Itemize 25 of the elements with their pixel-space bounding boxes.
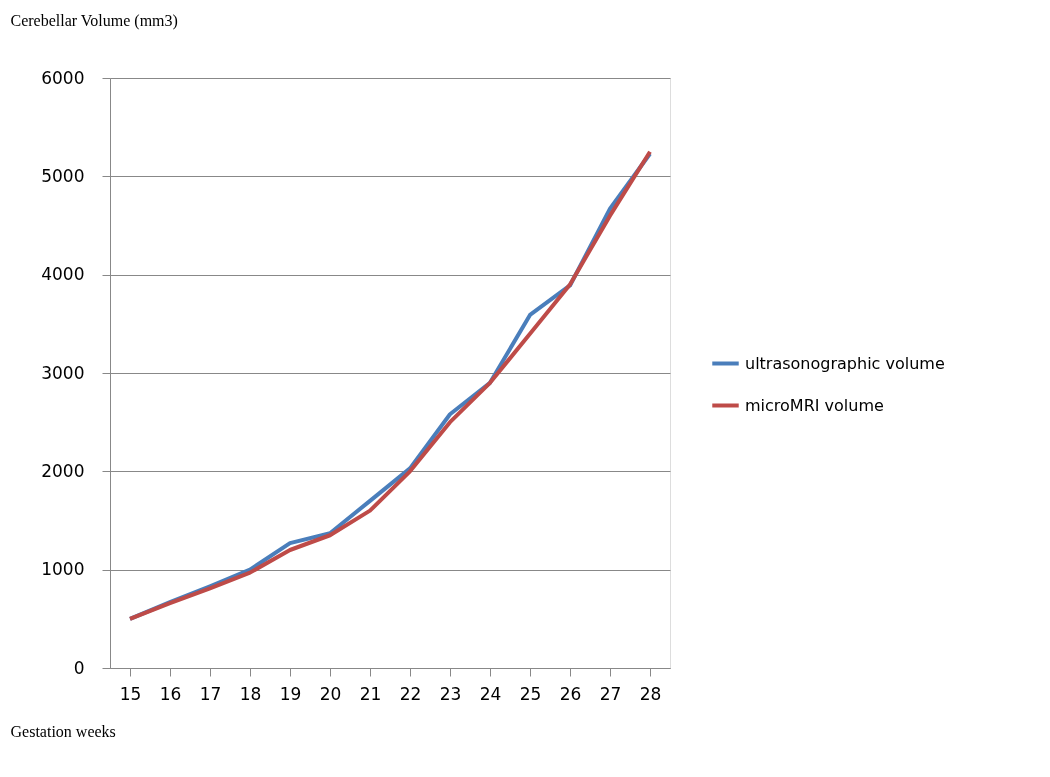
x-tick-label: 28 bbox=[639, 683, 662, 704]
legend-label: microMRI volume bbox=[745, 395, 884, 415]
x-tick-label: 22 bbox=[399, 683, 422, 704]
y-tick-label: 3000 bbox=[41, 362, 85, 383]
y-axis-title: Cerebellar Volume (mm3) bbox=[10, 11, 178, 30]
x-tick-label: 19 bbox=[279, 683, 302, 704]
x-tick-label: 15 bbox=[119, 683, 142, 704]
x-tick-label: 20 bbox=[319, 683, 342, 704]
y-tick-label: 6000 bbox=[41, 67, 85, 88]
x-axis-title: Gestation weeks bbox=[10, 722, 116, 740]
x-tick-label: 18 bbox=[239, 683, 262, 704]
legend-label: ultrasonographic volume bbox=[745, 353, 945, 373]
y-tick-label: 4000 bbox=[41, 264, 85, 285]
x-tick-label: 26 bbox=[559, 683, 582, 704]
x-tick-label: 21 bbox=[359, 683, 382, 704]
x-tick-label: 24 bbox=[479, 683, 502, 704]
x-tick-label: 27 bbox=[599, 683, 622, 704]
x-tick-label: 17 bbox=[199, 683, 222, 704]
y-tick-label: 5000 bbox=[41, 165, 85, 186]
y-tick-label: 0 bbox=[73, 657, 85, 678]
y-tick-label: 1000 bbox=[41, 559, 85, 580]
y-tick-label: 2000 bbox=[41, 460, 85, 481]
x-tick-label: 25 bbox=[519, 683, 542, 704]
x-tick-label: 16 bbox=[159, 683, 182, 704]
x-tick-label: 23 bbox=[439, 683, 462, 704]
